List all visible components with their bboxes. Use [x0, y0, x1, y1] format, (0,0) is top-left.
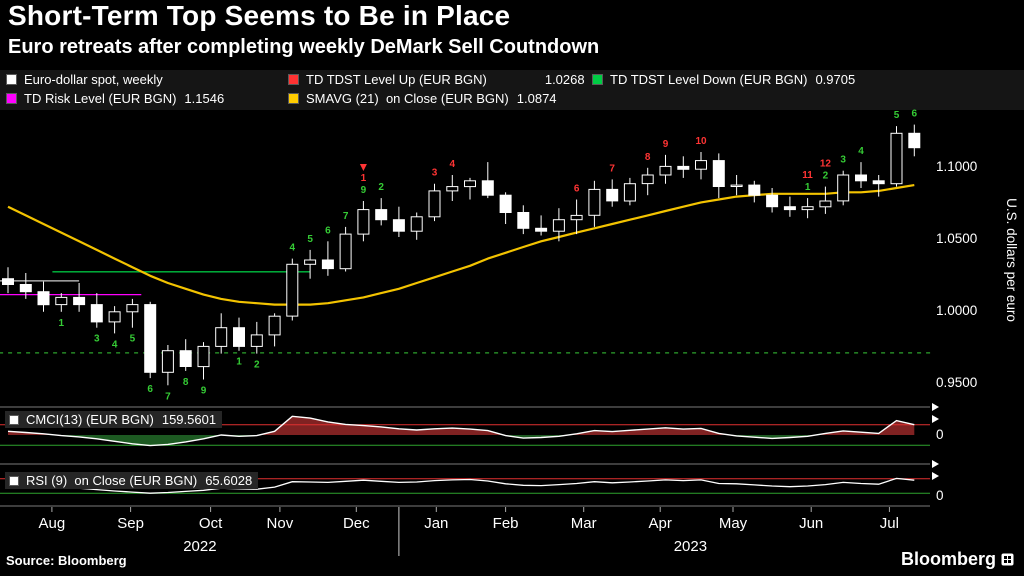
cmci-panel-label[interactable]: CMCI(13) (EUR BGN) 159.5601	[5, 411, 223, 428]
cmci-label: CMCI(13) (EUR BGN)	[26, 412, 154, 427]
spot-swatch-icon	[6, 74, 17, 85]
svg-text:Oct: Oct	[199, 515, 223, 532]
rsi-swatch-icon	[9, 475, 19, 486]
svg-text:2: 2	[823, 171, 829, 182]
svg-text:4: 4	[112, 339, 118, 350]
legend-row-1: Euro-dollar spot, weekly TD TDST Level U…	[0, 72, 1024, 91]
svg-text:1.1000: 1.1000	[936, 159, 977, 174]
legend-value: 1.0874	[516, 91, 557, 106]
svg-text:1.0500: 1.0500	[936, 231, 977, 246]
svg-text:2: 2	[378, 182, 384, 193]
svg-text:1: 1	[236, 357, 242, 368]
rsi-label: RSI (9) on Close (EUR BGN)	[26, 473, 198, 488]
svg-text:1: 1	[59, 318, 65, 329]
svg-text:6: 6	[147, 384, 153, 395]
svg-text:4: 4	[450, 159, 456, 170]
svg-text:9: 9	[663, 139, 669, 150]
smavg-swatch-icon	[288, 93, 299, 104]
page-title: Short-Term Top Seems to Be in Place	[8, 0, 511, 31]
cmci-value: 159.5601	[161, 412, 217, 427]
price-chart[interactable]: 13456789124567912346789101112123451361.1…	[0, 98, 1024, 560]
svg-text:Nov: Nov	[267, 515, 294, 532]
svg-text:6: 6	[912, 109, 918, 120]
svg-text:Mar: Mar	[571, 515, 597, 532]
cmci-swatch-icon	[9, 414, 19, 425]
svg-text:3: 3	[94, 334, 100, 345]
svg-text:4: 4	[858, 146, 864, 157]
svg-text:0.9500: 0.9500	[936, 375, 977, 390]
rsi-panel-label[interactable]: RSI (9) on Close (EUR BGN) 65.6028	[5, 472, 259, 489]
svg-text:May: May	[719, 515, 748, 532]
bloomberg-wordmark: Bloomberg	[900, 549, 996, 569]
svg-text:Aug: Aug	[39, 515, 66, 532]
legend-label: TD Risk Level (EUR BGN)	[24, 91, 177, 106]
source-credit: Source: Bloomberg	[6, 553, 127, 568]
legend-item-tdst-up[interactable]: TD TDST Level Up (EUR BGN) 1.0268	[288, 72, 585, 87]
legend-item-spot[interactable]: Euro-dollar spot, weekly	[6, 72, 163, 87]
svg-text:1: 1	[805, 182, 811, 193]
svg-text:2023: 2023	[674, 538, 707, 555]
svg-text:7: 7	[609, 163, 615, 174]
legend: Euro-dollar spot, weekly TD TDST Level U…	[0, 70, 1024, 110]
svg-text:Sep: Sep	[117, 515, 144, 532]
tdst-down-swatch-icon	[592, 74, 603, 85]
svg-text:6: 6	[574, 184, 580, 195]
svg-text:Jun: Jun	[799, 515, 823, 532]
bloomberg-logo: Bloomberg	[901, 549, 1014, 570]
svg-text:Feb: Feb	[493, 515, 519, 532]
legend-value: 1.1546	[184, 91, 225, 106]
legend-value: 1.0268	[544, 72, 585, 87]
svg-text:5: 5	[307, 234, 313, 245]
legend-item-smavg[interactable]: SMAVG (21) on Close (EUR BGN) 1.0874	[288, 91, 557, 106]
svg-text:2022: 2022	[183, 538, 216, 555]
svg-text:3: 3	[840, 155, 846, 166]
svg-text:10: 10	[695, 136, 707, 147]
svg-text:U.S. dollars per euro: U.S. dollars per euro	[1004, 198, 1019, 322]
svg-text:9: 9	[361, 185, 367, 196]
rsi-value: 65.6028	[205, 473, 253, 488]
legend-label: TD TDST Level Up (EUR BGN)	[306, 72, 487, 87]
svg-text:5: 5	[130, 334, 136, 345]
tdst-up-swatch-icon	[288, 74, 299, 85]
svg-text:7: 7	[343, 211, 349, 222]
svg-text:Dec: Dec	[343, 515, 370, 532]
legend-value: 0.9705	[815, 72, 856, 87]
page-subtitle: Euro retreats after completing weekly De…	[8, 36, 600, 58]
svg-text:8: 8	[183, 377, 189, 388]
legend-label: TD TDST Level Down (EUR BGN)	[610, 72, 808, 87]
svg-text:1: 1	[361, 173, 367, 184]
price-chart-svg[interactable]: 13456789124567912346789101112123451361.1…	[0, 98, 1024, 560]
svg-text:12: 12	[820, 159, 832, 170]
svg-text:6: 6	[325, 225, 331, 236]
legend-item-td-risk[interactable]: TD Risk Level (EUR BGN) 1.1546	[6, 91, 224, 106]
svg-text:0: 0	[936, 427, 944, 442]
legend-item-tdst-down[interactable]: TD TDST Level Down (EUR BGN) 0.9705	[592, 72, 855, 87]
svg-text:5: 5	[894, 110, 900, 121]
svg-text:7: 7	[165, 391, 171, 402]
svg-text:Jul: Jul	[880, 515, 899, 532]
svg-text:4: 4	[290, 243, 296, 254]
svg-text:2: 2	[254, 360, 260, 371]
svg-text:0: 0	[936, 488, 944, 503]
svg-text:3: 3	[432, 168, 438, 179]
legend-row-2: TD Risk Level (EUR BGN) 1.1546 SMAVG (21…	[0, 91, 1024, 110]
svg-text:1.0000: 1.0000	[936, 303, 977, 318]
svg-text:11: 11	[802, 170, 813, 181]
legend-label: SMAVG (21) on Close (EUR BGN)	[306, 91, 509, 106]
legend-label: Euro-dollar spot, weekly	[24, 72, 163, 87]
bloomberg-mark-icon	[1001, 553, 1014, 566]
svg-text:8: 8	[645, 152, 651, 163]
svg-text:9: 9	[201, 386, 207, 397]
td-risk-swatch-icon	[6, 93, 17, 104]
svg-text:Apr: Apr	[649, 515, 672, 532]
svg-text:Jan: Jan	[424, 515, 448, 532]
svg-text:13: 13	[891, 108, 903, 109]
